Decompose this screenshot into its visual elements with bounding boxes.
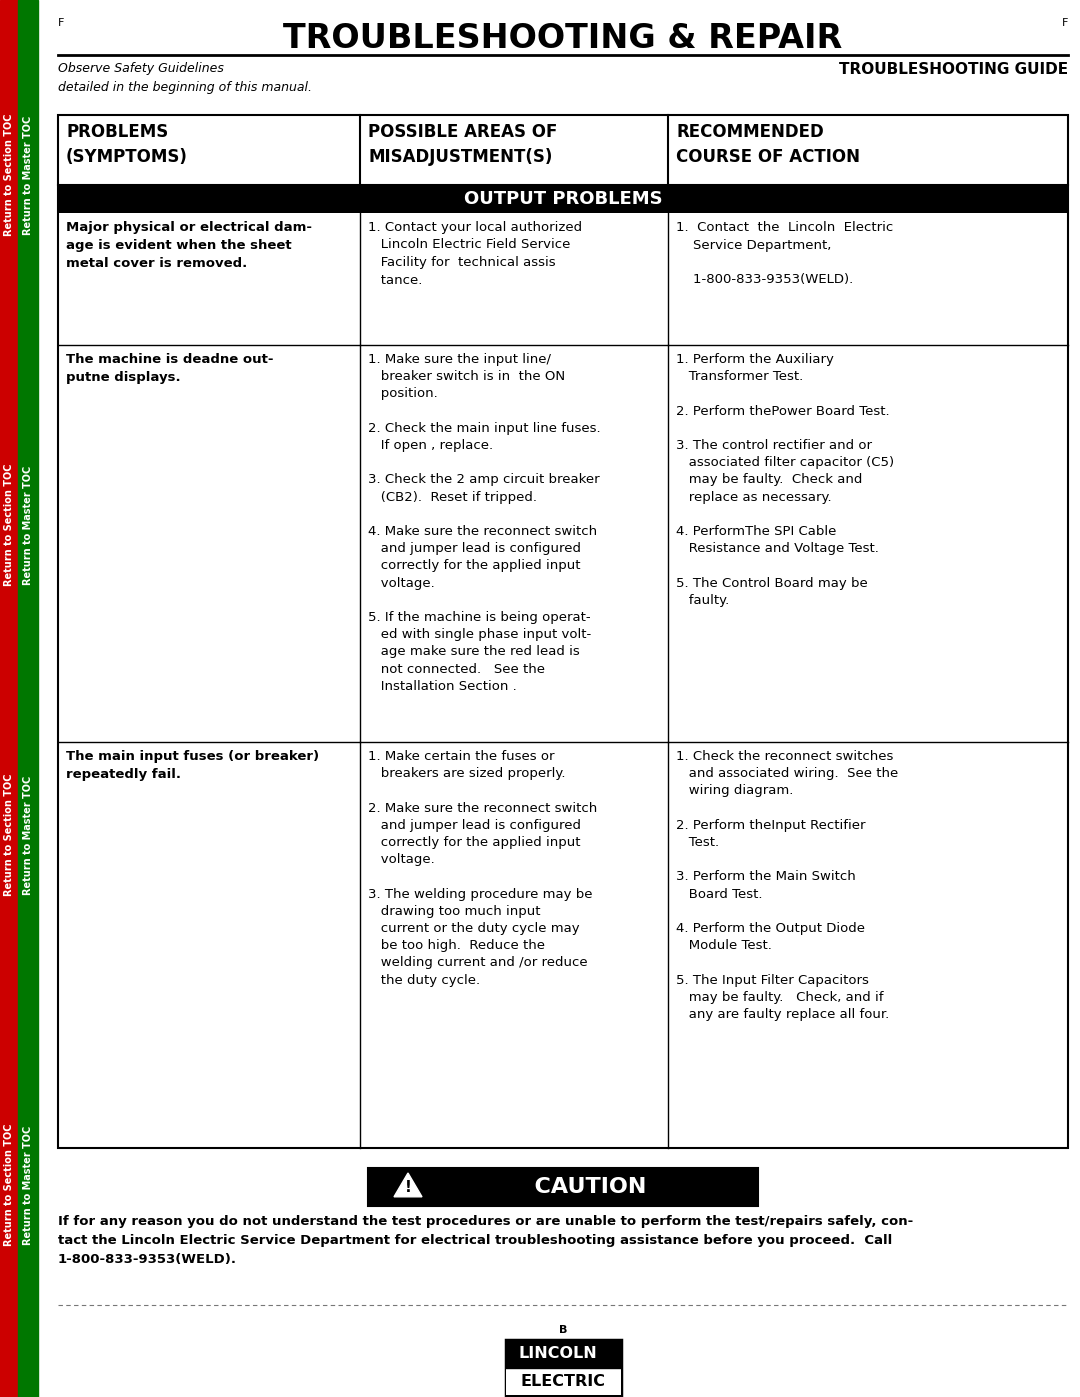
Bar — [58, 184, 1068, 212]
Text: ®: ® — [608, 1343, 617, 1351]
Text: LINCOLN: LINCOLN — [518, 1347, 597, 1361]
Text: F: F — [58, 18, 65, 28]
Text: Observe Safety Guidelines
detailed in the beginning of this manual.: Observe Safety Guidelines detailed in th… — [58, 61, 312, 94]
Text: Return to Master TOC: Return to Master TOC — [23, 1126, 33, 1245]
Bar — [58, 115, 1068, 1148]
Text: The machine is deadne out-
putne displays.: The machine is deadne out- putne display… — [66, 353, 273, 384]
Text: Return to Section TOC: Return to Section TOC — [4, 774, 14, 897]
Text: !: ! — [405, 1180, 411, 1196]
Text: B: B — [558, 1324, 567, 1336]
Text: If for any reason you do not understand the test procedures or are unable to per: If for any reason you do not understand … — [58, 1215, 914, 1266]
Text: CAUTION: CAUTION — [519, 1178, 647, 1197]
Bar — [505, 1340, 621, 1396]
Text: PROBLEMS
(SYMPTOMS): PROBLEMS (SYMPTOMS) — [66, 123, 188, 166]
Text: Return to Section TOC: Return to Section TOC — [4, 1123, 14, 1246]
Bar — [505, 1368, 621, 1396]
Bar — [0, 0, 18, 1397]
Text: 1. Make sure the input line/
   breaker switch is in  the ON
   position.

2. Ch: 1. Make sure the input line/ breaker swi… — [368, 353, 600, 693]
Text: Return to Master TOC: Return to Master TOC — [23, 775, 33, 894]
Text: ELECTRIC: ELECTRIC — [521, 1373, 606, 1389]
Bar — [18, 0, 38, 1397]
Text: OUTPUT PROBLEMS: OUTPUT PROBLEMS — [463, 190, 662, 208]
Bar — [368, 1168, 758, 1206]
Text: Return to Section TOC: Return to Section TOC — [4, 113, 14, 236]
Text: 1. Make certain the fuses or
   breakers are sized properly.

2. Make sure the r: 1. Make certain the fuses or breakers ar… — [368, 750, 597, 986]
Text: POSSIBLE AREAS OF
MISADJUSTMENT(S): POSSIBLE AREAS OF MISADJUSTMENT(S) — [368, 123, 557, 166]
Text: TROUBLESHOOTING GUIDE: TROUBLESHOOTING GUIDE — [839, 61, 1068, 77]
Text: F: F — [1062, 18, 1068, 28]
Text: Return to Master TOC: Return to Master TOC — [23, 465, 33, 584]
Bar — [505, 1340, 621, 1368]
Text: The main input fuses (or breaker)
repeatedly fail.: The main input fuses (or breaker) repeat… — [66, 750, 319, 781]
Text: TROUBLESHOOTING & REPAIR: TROUBLESHOOTING & REPAIR — [283, 22, 842, 54]
Text: RECOMMENDED
COURSE OF ACTION: RECOMMENDED COURSE OF ACTION — [676, 123, 860, 166]
Text: 1.  Contact  the  Lincoln  Electric
    Service Department,

    1-800-833-9353(: 1. Contact the Lincoln Electric Service … — [676, 221, 893, 286]
Text: 1. Perform the Auxiliary
   Transformer Test.

2. Perform thePower Board Test.

: 1. Perform the Auxiliary Transformer Tes… — [676, 353, 894, 606]
Text: Major physical or electrical dam-
age is evident when the sheet
metal cover is r: Major physical or electrical dam- age is… — [66, 221, 312, 270]
Polygon shape — [394, 1173, 422, 1197]
Text: Return to Section TOC: Return to Section TOC — [4, 464, 14, 587]
Text: 1. Contact your local authorized
   Lincoln Electric Field Service
   Facility f: 1. Contact your local authorized Lincoln… — [368, 221, 582, 286]
Text: 1. Check the reconnect switches
   and associated wiring.  See the
   wiring dia: 1. Check the reconnect switches and asso… — [676, 750, 899, 1021]
Text: Return to Master TOC: Return to Master TOC — [23, 116, 33, 235]
